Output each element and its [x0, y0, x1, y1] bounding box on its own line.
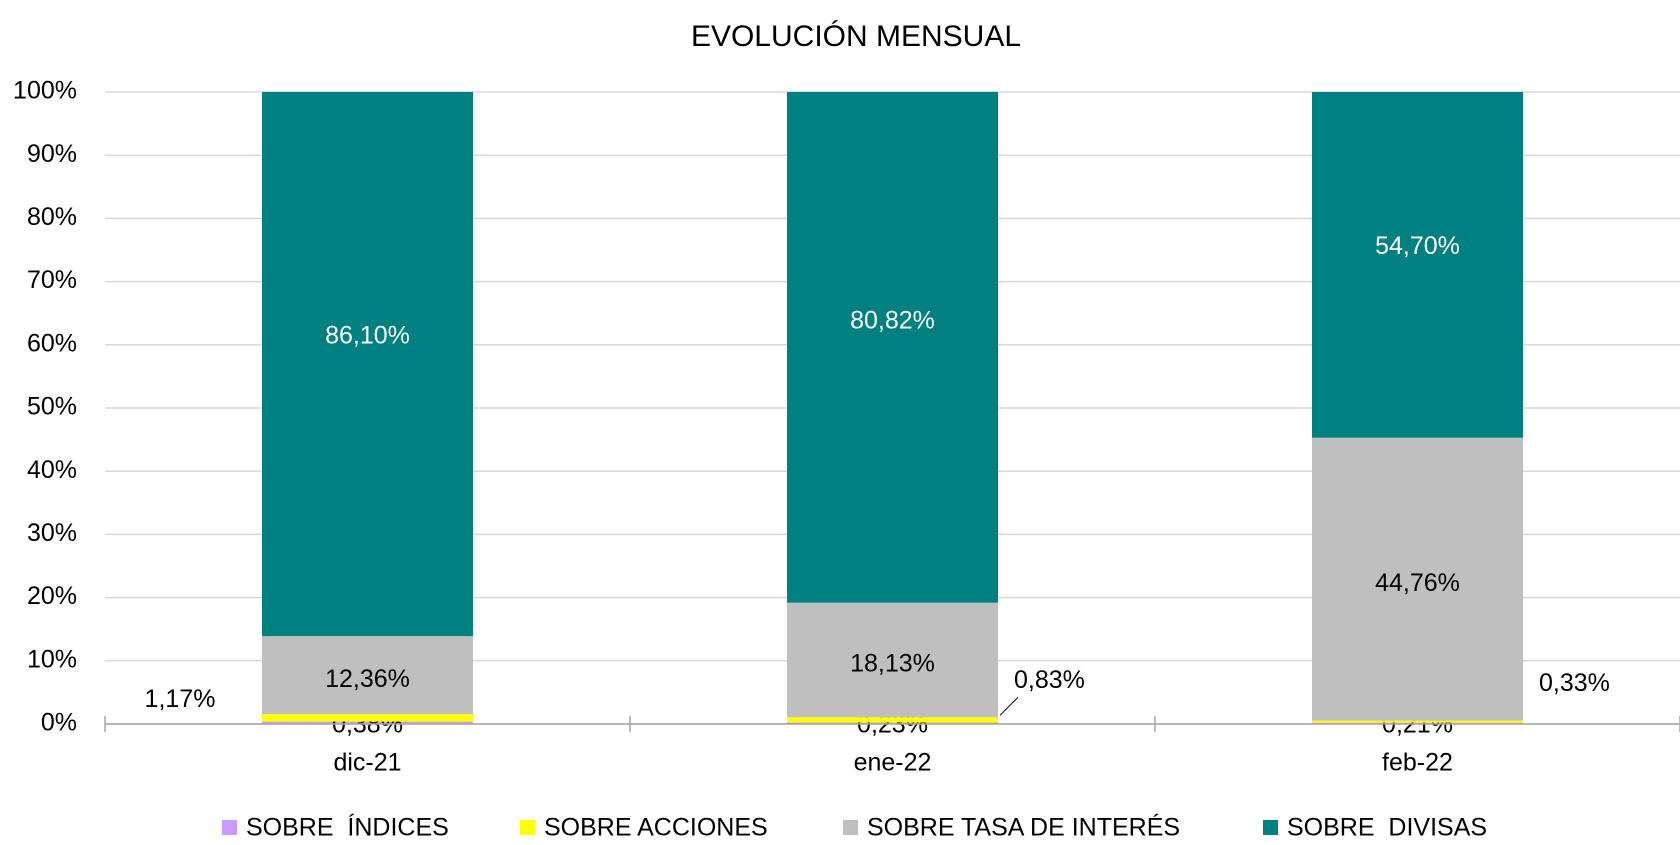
data-label: 0,33%: [1539, 669, 1610, 697]
legend-swatch: [520, 820, 535, 835]
legend-swatch: [222, 820, 237, 835]
x-tick-label: feb-22: [1382, 749, 1453, 777]
y-tick-label: 40%: [27, 456, 77, 484]
legend-swatch: [1263, 820, 1278, 835]
bar-segment: [262, 721, 473, 724]
data-label: 0,83%: [1014, 666, 1085, 694]
x-tick-label: ene-22: [854, 749, 932, 777]
data-label: 44,76%: [1375, 569, 1460, 597]
legend-label: SOBRE ÍNDICES: [246, 813, 449, 842]
bar-segment: [787, 602, 998, 718]
data-label: 80,82%: [850, 306, 935, 334]
data-label: 12,36%: [325, 665, 410, 693]
y-tick-label: 70%: [27, 266, 77, 294]
bar-segment: [787, 717, 998, 723]
bar-segment: [262, 91, 473, 637]
y-tick-label: 20%: [27, 582, 77, 610]
legend-swatch: [843, 820, 858, 835]
bar-segment: [262, 636, 473, 715]
data-label: 18,13%: [850, 650, 935, 678]
bar-segment: [1312, 437, 1523, 721]
data-label: 86,10%: [325, 321, 410, 349]
y-tick-label: 30%: [27, 519, 77, 547]
y-tick-label: 10%: [27, 645, 77, 673]
bar-segment: [1312, 720, 1523, 723]
bar-segment: [1312, 92, 1523, 438]
x-tick-label: dic-21: [333, 749, 401, 777]
bar-segment: [787, 91, 998, 603]
y-tick-label: 100%: [13, 77, 77, 105]
y-tick-label: 80%: [27, 203, 77, 231]
data-label: 1,17%: [145, 685, 216, 713]
leader-line: [999, 696, 1019, 716]
y-tick-label: 0%: [41, 709, 77, 737]
data-label: 54,70%: [1375, 232, 1460, 260]
y-tick-label: 60%: [27, 329, 77, 357]
legend-label: SOBRE ACCIONES: [544, 814, 768, 842]
bar-segment: [262, 714, 473, 722]
legend-label: SOBRE TASA DE INTERÉS: [867, 813, 1180, 842]
chart-title: EVOLUCIÓN MENSUAL: [691, 20, 1021, 53]
y-tick-label: 50%: [27, 393, 77, 421]
y-tick-label: 90%: [27, 140, 77, 168]
legend-label: SOBRE DIVISAS: [1287, 814, 1487, 842]
